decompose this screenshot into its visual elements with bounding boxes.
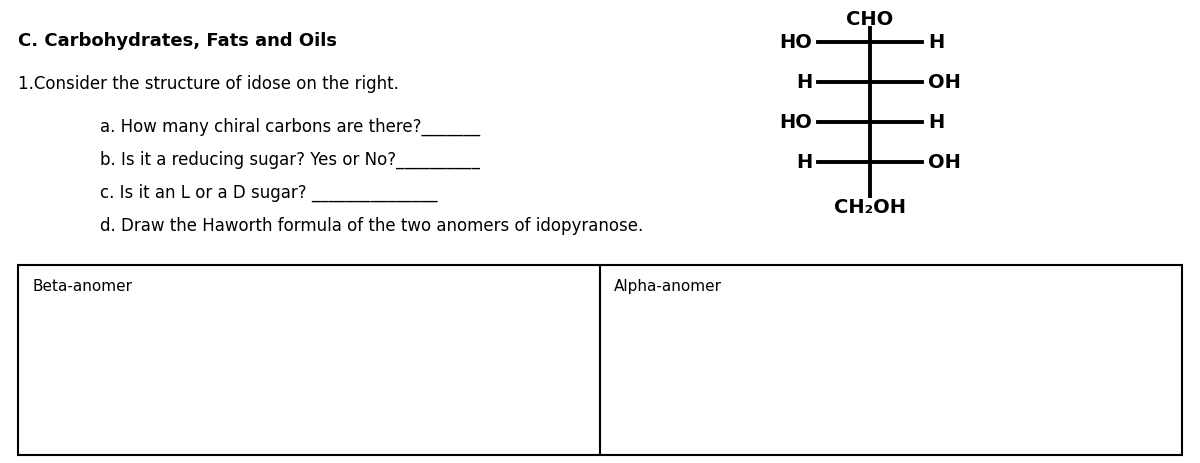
Text: d. Draw the Haworth formula of the two anomers of idopyranose.: d. Draw the Haworth formula of the two a… [100,217,643,235]
Text: Beta-anomer: Beta-anomer [32,279,132,294]
Text: CHO: CHO [846,10,894,29]
Text: HO: HO [779,32,812,51]
Text: OH: OH [928,73,961,92]
Text: H: H [928,32,944,51]
Text: 1.Consider the structure of idose on the right.: 1.Consider the structure of idose on the… [18,75,398,93]
Text: c. Is it an L or a D sugar? _______________: c. Is it an L or a D sugar? ____________… [100,184,438,202]
Text: OH: OH [928,152,961,171]
Text: b. Is it a reducing sugar? Yes or No?__________: b. Is it a reducing sugar? Yes or No?___… [100,151,480,169]
Text: H: H [796,73,812,92]
Text: HO: HO [779,113,812,131]
Text: a. How many chiral carbons are there?_______: a. How many chiral carbons are there?___… [100,118,480,136]
Text: H: H [796,152,812,171]
Text: CH₂OH: CH₂OH [834,198,906,217]
Bar [18,265,1182,455]
Text: C. Carbohydrates, Fats and Oils: C. Carbohydrates, Fats and Oils [18,32,337,50]
Text: Alpha-anomer: Alpha-anomer [614,279,722,294]
Text: H: H [928,113,944,131]
